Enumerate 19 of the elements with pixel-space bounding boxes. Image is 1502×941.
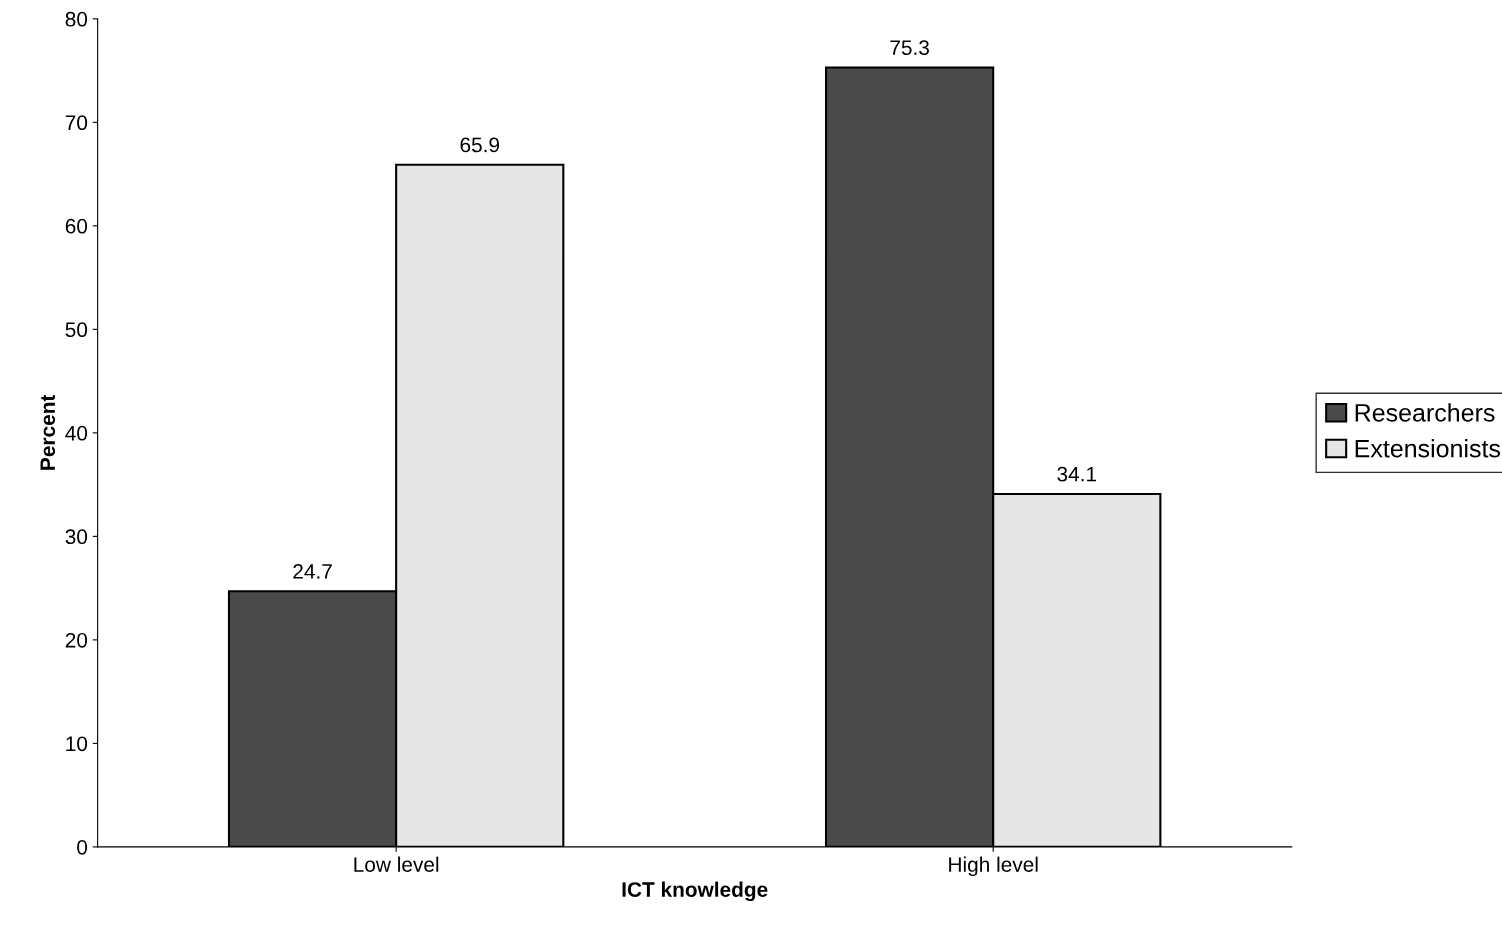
- x-axis-title: ICT knowledge: [622, 881, 768, 902]
- data-label: 34.1: [1057, 466, 1097, 482]
- data-label: 65.9: [460, 137, 500, 153]
- x-tick-label: Low level: [354, 856, 439, 872]
- y-tick-label: 10: [66, 736, 88, 752]
- x-tick-label: High level: [949, 856, 1038, 877]
- y-tick-label: 50: [65, 322, 88, 338]
- y-tick-label: 0: [77, 839, 88, 855]
- y-tick-label: 20: [65, 632, 88, 648]
- y-tick-label: 80: [65, 11, 88, 27]
- y-tick-label: 60: [65, 218, 88, 234]
- legend-label: Researchers: [1355, 403, 1495, 422]
- y-tick-label: 70: [65, 115, 88, 131]
- legend-label: Extensionists: [1355, 439, 1501, 458]
- y-tick-label: 40: [65, 425, 88, 441]
- y-axis-title: Percent: [40, 394, 56, 470]
- data-label: 24.7: [293, 564, 332, 579]
- data-label: 75.3: [890, 40, 929, 56]
- y-tick-label: 30: [65, 529, 88, 545]
